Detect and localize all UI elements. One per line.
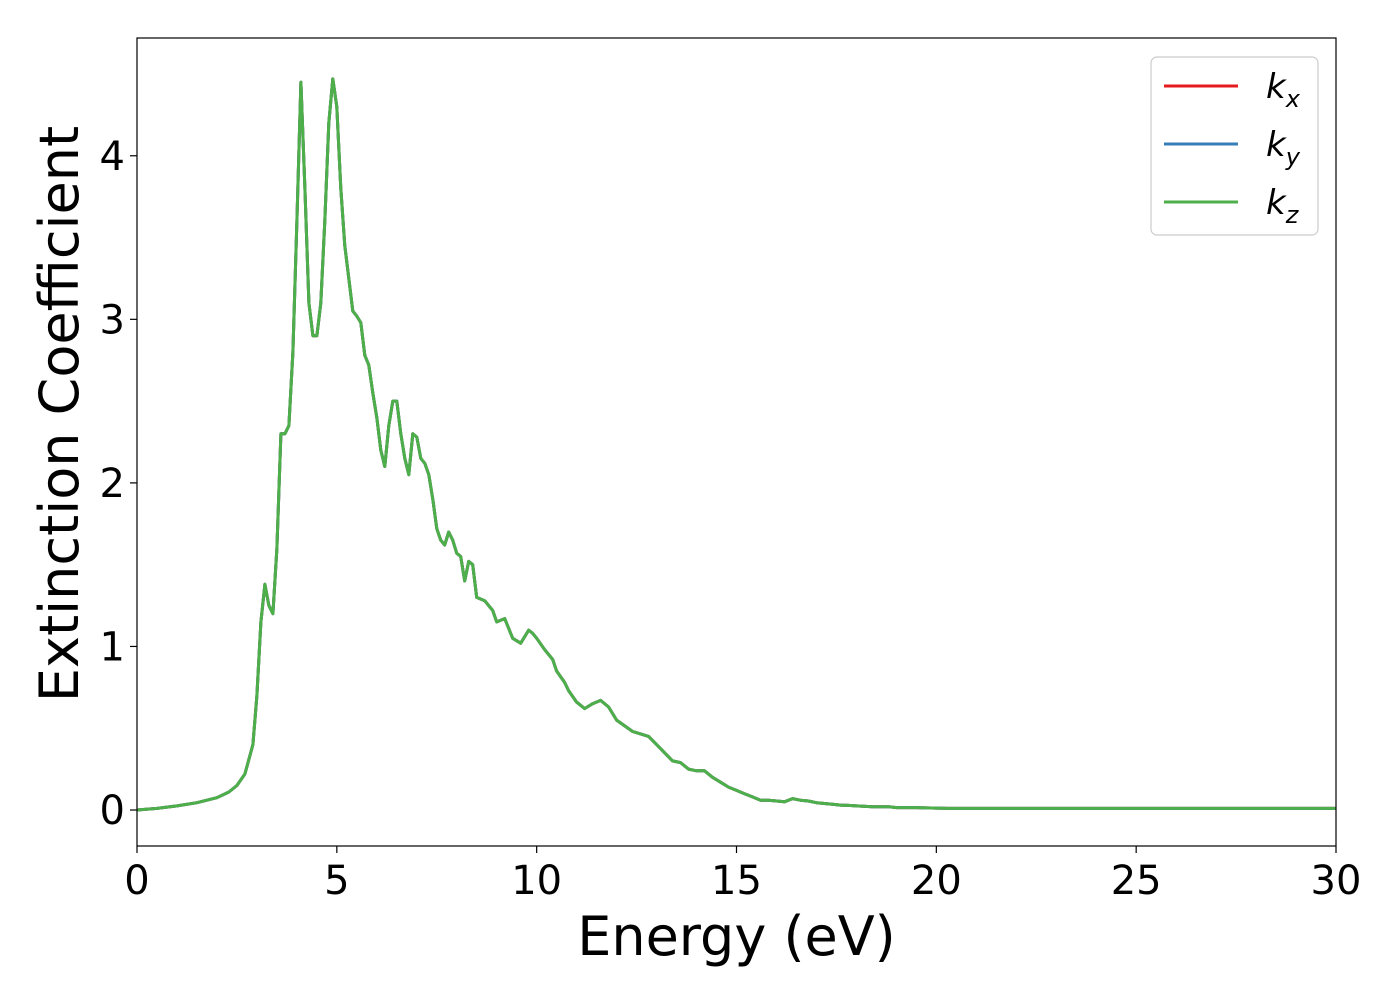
x-tick-label: 30: [1311, 858, 1362, 904]
ticks-layer: 0 5 10 15 20 25 30 0 1 2 3 4: [100, 134, 1362, 904]
y-tick-label: 3: [100, 297, 125, 343]
x-tick-label: 20: [911, 858, 962, 904]
y-tick-label: 0: [100, 788, 125, 834]
x-tick-label: 10: [511, 858, 562, 904]
y-tick-label: 4: [100, 134, 125, 180]
legend-label-k-y: ky: [1266, 125, 1301, 171]
x-tick-label: 15: [711, 858, 762, 904]
legend-label-k-x: kx: [1266, 67, 1301, 113]
x-tick-label: 25: [1111, 858, 1162, 904]
series-layer: [136, 77, 1336, 812]
x-tick-label: 0: [124, 858, 149, 904]
y-axis-label: Extinction Coefficient: [28, 126, 91, 702]
y-tick-label: 2: [100, 461, 125, 507]
series-line-k-z: [136, 77, 1336, 812]
x-axis-label: Energy (eV): [577, 905, 896, 968]
y-tick-label: 1: [100, 624, 125, 670]
x-tick-label: 5: [324, 858, 349, 904]
legend-box: [1150, 56, 1319, 236]
